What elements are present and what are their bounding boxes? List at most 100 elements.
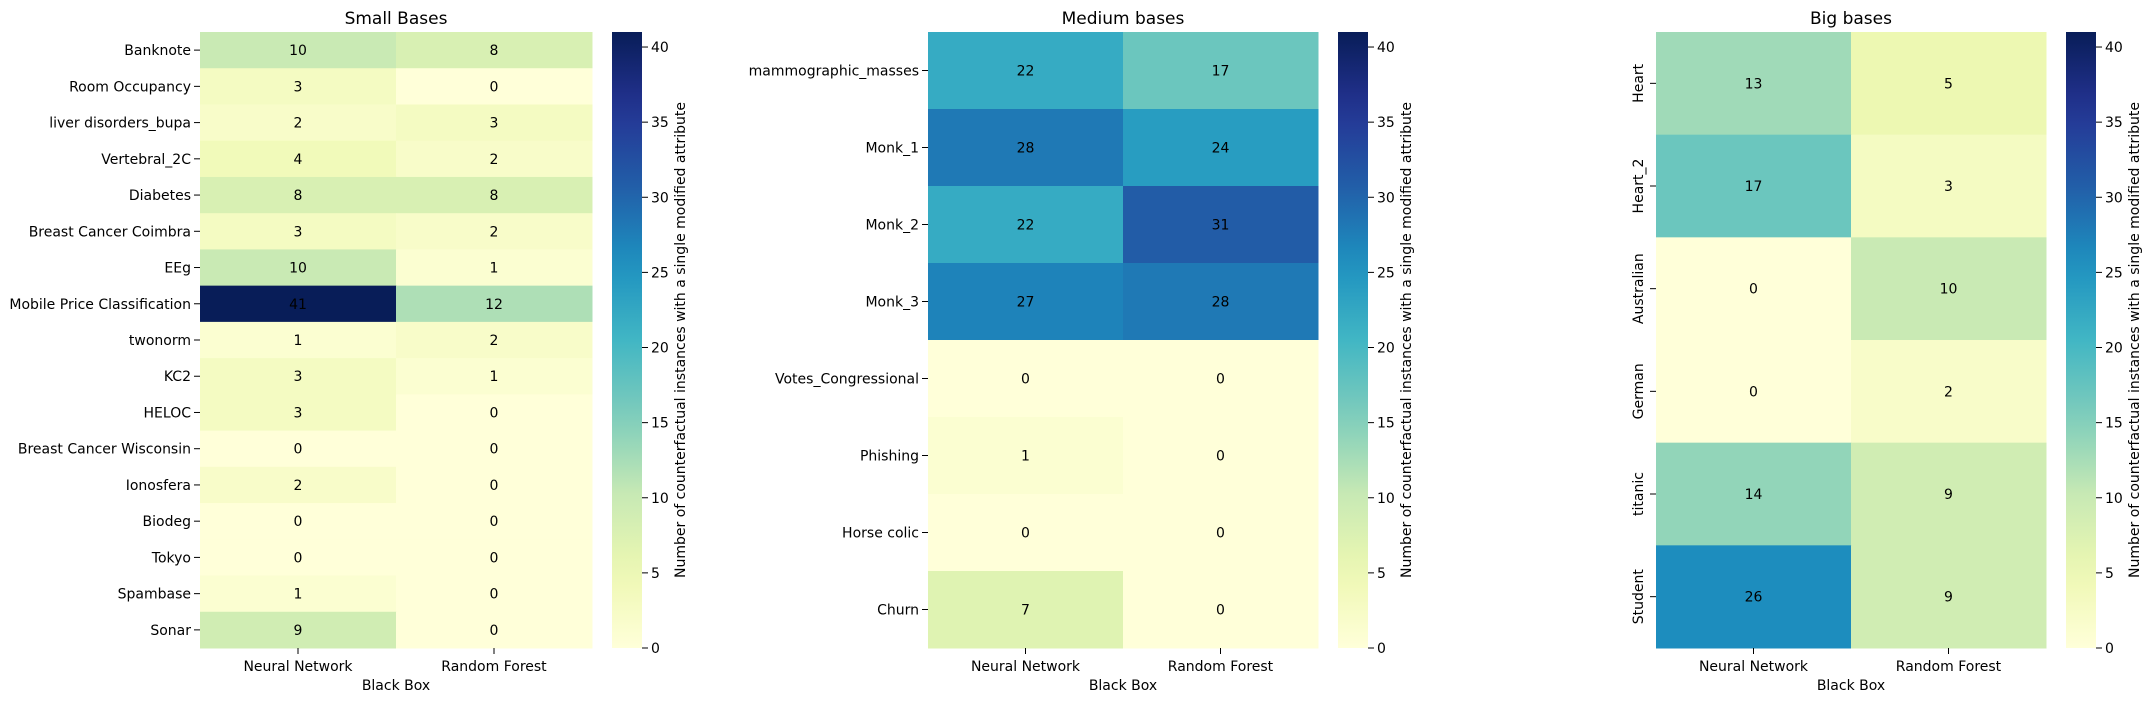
cell-value-label: 3: [294, 369, 303, 385]
x-tick-label: Random Forest: [1896, 659, 2002, 675]
cell-value-label: 28: [1017, 141, 1035, 157]
heatmap-cell: [396, 68, 593, 105]
cell-value-label: 1: [294, 587, 303, 603]
cell-value-label: 22: [1017, 218, 1035, 234]
heatmap-cell: [396, 321, 593, 359]
cell-value-label: 8: [490, 188, 499, 204]
heatmap-cell: [200, 503, 397, 540]
heatmap-cell: [200, 575, 397, 613]
x-axis-label: Black Box: [1817, 678, 1885, 694]
y-tick-label: Banknote: [124, 43, 191, 59]
cell-value-label: 0: [294, 442, 303, 458]
colorbar-tick-label: 40: [2105, 40, 2123, 56]
cell-value-label: 8: [294, 188, 303, 204]
cell-value-label: 9: [1944, 590, 1953, 606]
cell-value-label: 0: [490, 514, 499, 530]
y-tick-label: Monk_1: [865, 141, 919, 157]
heatmap-cell: [1123, 494, 1319, 572]
heatmap-cell: [200, 321, 397, 359]
cell-value-label: 2: [490, 333, 499, 349]
cell-value-label: 31: [1212, 218, 1230, 234]
heatmap-cell: [1851, 237, 2047, 341]
cell-value-label: 9: [1944, 487, 1953, 503]
y-tick-label: Australian: [1631, 253, 1647, 324]
y-tick-label: Tokyo: [151, 550, 191, 566]
colorbar-tick-label: 10: [1377, 491, 1395, 507]
cell-value-label: 7: [1021, 603, 1030, 619]
y-tick-label: Diabetes: [129, 188, 191, 204]
heatmap-cell: [200, 249, 397, 287]
heatmap-cell: [200, 68, 397, 105]
heatmap-cell: [396, 394, 593, 432]
heatmap-cell: [396, 575, 593, 613]
heatmap-cell: [1123, 571, 1319, 649]
heatmap-cell: [1656, 237, 1852, 341]
colorbar-tick-label: 25: [1377, 265, 1395, 281]
x-tick-label: Neural Network: [1699, 659, 1809, 675]
colorbar-tick-label: 15: [1377, 416, 1395, 432]
cell-value-label: 24: [1212, 141, 1230, 157]
x-tick-label: Random Forest: [441, 659, 547, 675]
cell-value-label: 9: [294, 623, 303, 639]
y-tick-label: Spambase: [118, 587, 191, 603]
cell-value-label: 0: [490, 550, 499, 566]
y-tick-label: mammographic_masses: [749, 64, 919, 80]
heatmap-cell: [1851, 545, 2047, 649]
cell-value-label: 0: [1021, 526, 1030, 542]
cell-value-label: 0: [1749, 384, 1758, 400]
cell-value-label: 8: [490, 43, 499, 59]
colorbar-tick-label: 15: [651, 416, 669, 432]
colorbar-label: Number of counterfactual instances with …: [673, 102, 689, 578]
heatmap-cell: [200, 358, 397, 395]
colorbar-tick-label: 25: [2105, 265, 2123, 281]
heatmap-cell: [396, 539, 593, 577]
colorbar-tick-label: 0: [2105, 641, 2114, 657]
heatmap-cell: [396, 140, 593, 178]
colorbar-tick-label: 10: [2105, 491, 2123, 507]
colorbar: [2066, 32, 2096, 648]
cell-value-label: 3: [490, 116, 499, 132]
heatmap-cell: [1123, 340, 1319, 418]
cell-value-label: 26: [1745, 590, 1763, 606]
heatmap-cell: [200, 430, 397, 468]
heatmap-cell: [1123, 109, 1319, 187]
y-tick-label: Heart_2: [1631, 159, 1647, 214]
heatmap-cell: [1656, 545, 1852, 649]
y-tick-label: twonorm: [129, 333, 191, 349]
cell-value-label: 0: [294, 514, 303, 530]
heatmap-cell: [928, 32, 1124, 110]
colorbar-tick-label: 20: [651, 341, 669, 357]
heatmap-cell: [396, 285, 593, 323]
colorbar-tick-label: 35: [651, 115, 669, 131]
cell-value-label: 3: [294, 405, 303, 421]
heatmap-cell: [396, 213, 593, 250]
y-tick-label: Biodeg: [143, 514, 191, 530]
cell-value-label: 0: [490, 79, 499, 95]
chart-title: Big bases: [1810, 9, 1892, 29]
y-tick-label: liver disorders_bupa: [49, 116, 191, 132]
colorbar-tick-label: 40: [1377, 40, 1395, 56]
heatmap-cell: [396, 466, 593, 504]
colorbar-tick-label: 0: [651, 641, 660, 657]
cell-value-label: 0: [490, 623, 499, 639]
y-tick-label: Sonar: [150, 623, 191, 639]
heatmap-cell: [396, 32, 593, 69]
colorbar-tick-label: 10: [651, 491, 669, 507]
colorbar-tick-label: 5: [1377, 566, 1386, 582]
y-tick-label: Room Occupancy: [69, 79, 191, 95]
chart-title: Small Bases: [345, 9, 448, 29]
x-tick-label: Neural Network: [971, 659, 1081, 675]
cell-value-label: 0: [490, 587, 499, 603]
heatmap-cell: [200, 104, 397, 142]
heatmap-cell: [1851, 442, 2047, 546]
cell-value-label: 0: [1216, 449, 1225, 465]
y-tick-label: Votes_Congressional: [775, 372, 919, 388]
heatmap-cell: [200, 285, 397, 323]
y-tick-label: Breast Cancer Coimbra: [29, 224, 191, 240]
heatmap-cell: [1656, 32, 1852, 136]
cell-value-label: 12: [485, 297, 503, 313]
y-tick-label: EEg: [164, 261, 191, 277]
cell-value-label: 0: [294, 550, 303, 566]
